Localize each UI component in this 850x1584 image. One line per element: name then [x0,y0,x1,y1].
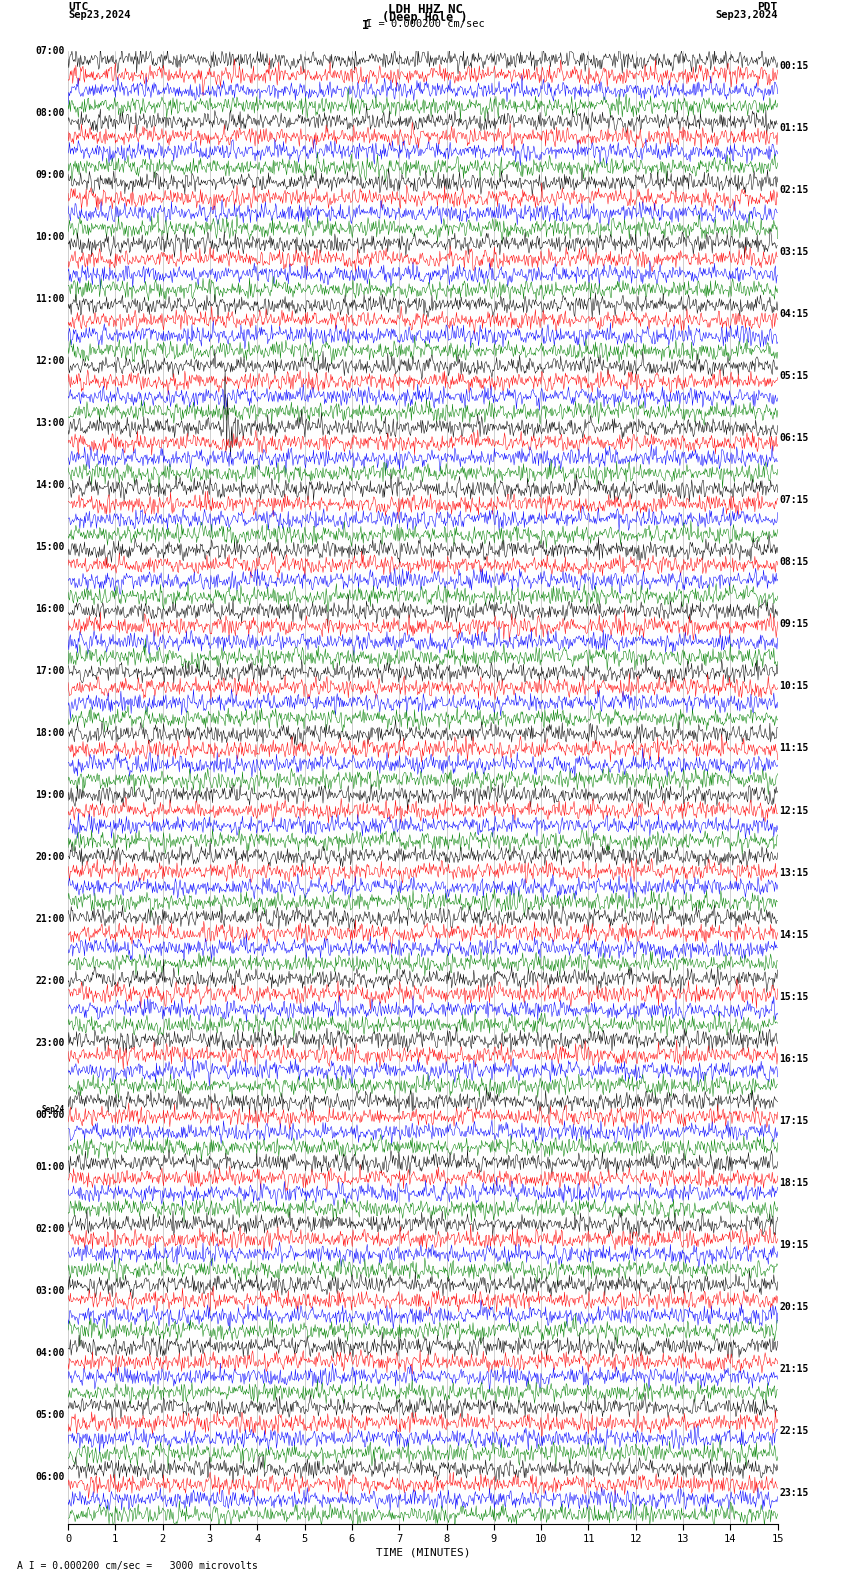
Text: 04:00: 04:00 [35,1348,65,1357]
Text: 09:00: 09:00 [35,169,65,179]
Text: 12:00: 12:00 [35,356,65,366]
Text: UTC: UTC [68,2,88,11]
Text: Sep24: Sep24 [42,1106,65,1114]
Text: 01:00: 01:00 [35,1163,65,1172]
Text: 09:15: 09:15 [779,619,808,629]
Text: 12:15: 12:15 [779,806,808,816]
Text: 14:15: 14:15 [779,930,808,939]
Text: 23:00: 23:00 [35,1038,65,1049]
Text: 11:15: 11:15 [779,743,808,754]
Text: 06:00: 06:00 [35,1472,65,1483]
Text: 02:00: 02:00 [35,1224,65,1234]
Text: Sep23,2024: Sep23,2024 [68,10,131,19]
Text: 07:00: 07:00 [35,46,65,55]
X-axis label: TIME (MINUTES): TIME (MINUTES) [376,1548,470,1557]
Text: 07:15: 07:15 [779,496,808,505]
Text: 18:00: 18:00 [35,729,65,738]
Text: 03:00: 03:00 [35,1286,65,1296]
Text: 17:15: 17:15 [779,1115,808,1126]
Text: 23:15: 23:15 [779,1487,808,1498]
Text: 05:00: 05:00 [35,1410,65,1421]
Text: 10:15: 10:15 [779,681,808,692]
Text: A I = 0.000200 cm/sec =   3000 microvolts: A I = 0.000200 cm/sec = 3000 microvolts [17,1562,258,1571]
Text: 02:15: 02:15 [779,185,808,195]
Text: 16:15: 16:15 [779,1053,808,1063]
Text: 05:15: 05:15 [779,371,808,382]
Text: 17:00: 17:00 [35,665,65,676]
Text: 00:00: 00:00 [35,1109,65,1120]
Text: (Deep Hole ): (Deep Hole ) [382,11,468,24]
Text: 10:00: 10:00 [35,231,65,242]
Text: PDT: PDT [757,2,778,11]
Text: 06:15: 06:15 [779,434,808,444]
Text: 20:15: 20:15 [779,1302,808,1312]
Text: 11:00: 11:00 [35,293,65,304]
Text: 04:15: 04:15 [779,309,808,320]
Text: 00:15: 00:15 [779,62,808,71]
Text: LDH HHZ NC: LDH HHZ NC [388,3,462,16]
Text: 18:15: 18:15 [779,1177,808,1188]
Text: 19:15: 19:15 [779,1240,808,1250]
Text: 22:15: 22:15 [779,1426,808,1435]
Text: 14:00: 14:00 [35,480,65,489]
Text: 13:00: 13:00 [35,418,65,428]
Text: 03:15: 03:15 [779,247,808,257]
Text: I: I [362,19,370,32]
Text: 01:15: 01:15 [779,124,808,133]
Text: 16:00: 16:00 [35,604,65,615]
Text: 15:00: 15:00 [35,542,65,551]
Text: 21:15: 21:15 [779,1364,808,1373]
Text: 20:00: 20:00 [35,852,65,862]
Text: 13:15: 13:15 [779,868,808,878]
Text: 08:15: 08:15 [779,558,808,567]
Text: 21:00: 21:00 [35,914,65,923]
Text: 15:15: 15:15 [779,992,808,1001]
Text: 19:00: 19:00 [35,790,65,800]
Text: 22:00: 22:00 [35,976,65,987]
Text: I = 0.000200 cm/sec: I = 0.000200 cm/sec [366,19,484,29]
Text: Sep23,2024: Sep23,2024 [715,10,778,19]
Text: 08:00: 08:00 [35,108,65,117]
